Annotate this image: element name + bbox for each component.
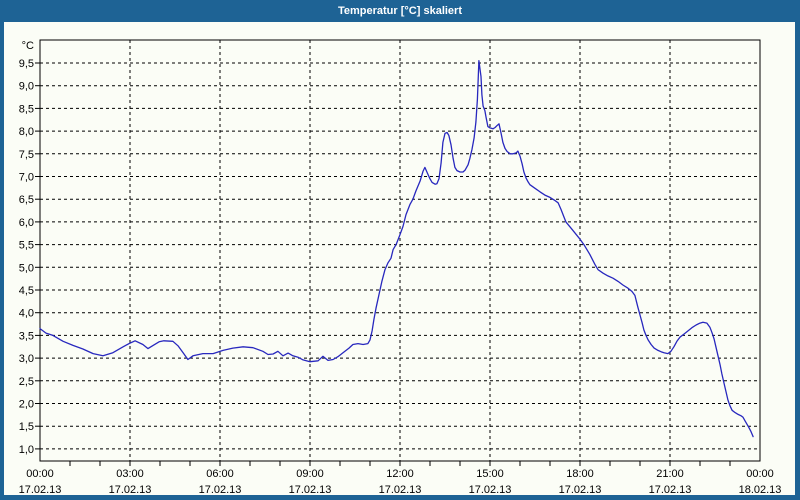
x-tick-time-label: 21:00 [656,468,684,480]
x-tick-date-label: 17.02.13 [559,484,602,496]
y-tick-label: 1,5 [19,421,34,433]
x-tick-time-label: 12:00 [386,468,414,480]
y-tick-label: 4,5 [19,285,34,297]
y-tick-label: 2,0 [19,399,34,411]
y-tick-label: 8,0 [19,126,34,138]
x-tick-time-label: 15:00 [476,468,504,480]
y-tick-label: 7,0 [19,172,34,184]
x-tick-date-label: 17.02.13 [649,484,692,496]
x-tick-date-label: 17.02.13 [469,484,512,496]
y-tick-label: 3,0 [19,353,34,365]
x-tick-date-label: 17.02.13 [289,484,332,496]
x-tick-time-label: 00:00 [746,468,774,480]
y-tick-label: 2,5 [19,376,34,388]
y-tick-label: 5,5 [19,240,34,252]
y-tick-label: 8,5 [19,103,34,115]
chart-title-bar: Temperatur [°C] skaliert [0,0,800,22]
x-tick-date-label: 18.02.13 [739,484,782,496]
x-tick-date-label: 17.02.13 [199,484,242,496]
y-tick-label: 9,5 [19,58,34,70]
x-gridlines [129,40,671,461]
x-tick-date-label: 17.02.13 [19,484,62,496]
x-tick-time-label: 00:00 [26,468,54,480]
x-tick-time-label: 06:00 [206,468,234,480]
chart-title: Temperatur [°C] skaliert [337,5,462,17]
y-tick-label: 7,5 [19,149,34,161]
y-tick-label: 3,5 [19,330,34,342]
x-tick-time-label: 03:00 [116,468,144,480]
temperature-series-line [39,60,754,438]
y-axis-unit-label: °C [22,40,34,52]
y-tick-label: 6,5 [19,194,34,206]
y-axis-ticks [35,62,40,450]
x-tick-date-label: 17.02.13 [379,484,422,496]
y-tick-label: 4,0 [19,308,34,320]
y-tick-label: 9,0 [19,81,34,93]
x-tick-time-label: 09:00 [296,468,324,480]
x-tick-time-label: 18:00 [566,468,594,480]
y-tick-label: 1,0 [19,444,34,456]
x-axis-minor-ticks [69,461,731,466]
y-tick-label: 6,0 [19,217,34,229]
x-tick-date-label: 17.02.13 [109,484,152,496]
y-tick-label: 5,0 [19,262,34,274]
x-axis-labels: 00:00 17.02.13 03:00 17.02.13 06:00 17.02.13 0… [19,468,782,496]
y-axis-labels: 9,5 9,0 8,5 8,0 7,5 7,0 6,5 6,0 5,5 5,0 4,5 4,0 3,5 3… [19,58,34,456]
